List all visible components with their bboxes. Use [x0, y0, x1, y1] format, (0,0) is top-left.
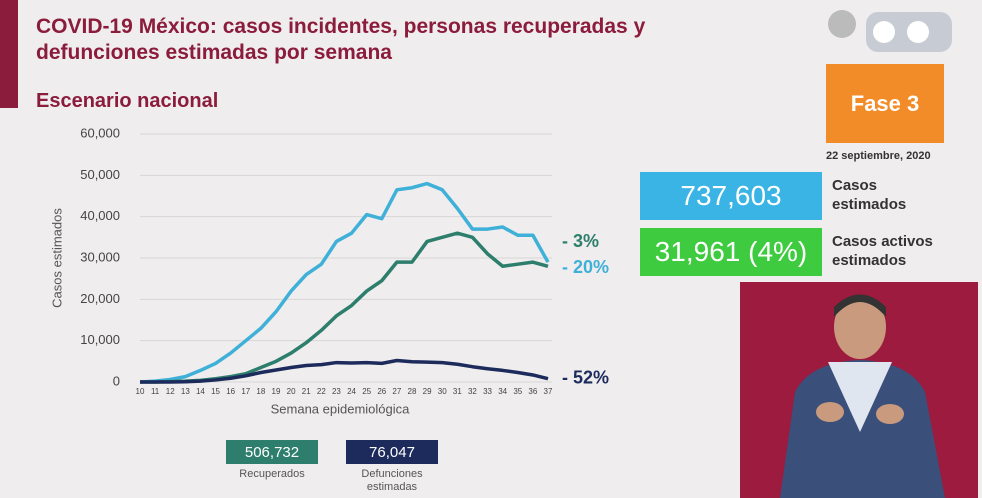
phase-badge: Fase 3: [826, 64, 944, 143]
x-tick-label: 33: [483, 387, 492, 396]
x-tick-label: 21: [302, 387, 311, 396]
x-tick-label: 22: [317, 387, 326, 396]
x-tick-label: 15: [211, 387, 220, 396]
x-tick-label: 19: [272, 387, 281, 396]
legend-value: 76,047: [346, 440, 438, 464]
x-tick-label: 34: [498, 387, 507, 396]
series-line: [140, 358, 549, 384]
stat-label: Casos activos estimados: [832, 233, 933, 269]
interpreter: [780, 294, 945, 498]
x-tick-label: 12: [166, 387, 175, 396]
legend-label: Recuperados: [239, 468, 305, 480]
y-tick-label: 40,000: [80, 208, 120, 223]
x-tick-label: 18: [256, 387, 265, 396]
logo: [826, 4, 956, 60]
x-tick-label: 32: [468, 387, 477, 396]
x-tick-label: 31: [453, 387, 462, 396]
series-line: [140, 231, 549, 384]
change-label: - 3%: [562, 231, 599, 251]
y-tick-label: 10,000: [80, 332, 120, 347]
x-tick-label: 35: [513, 387, 522, 396]
x-tick-label: 27: [392, 387, 401, 396]
subtitle: Escenario nacional: [36, 90, 219, 112]
x-tick-label: 14: [196, 387, 205, 396]
y-tick-label: 0: [113, 373, 120, 388]
video-feed: [740, 282, 978, 498]
x-tick-label: 37: [544, 387, 553, 396]
stat-label: Casos estimados: [832, 177, 907, 213]
title: COVID-19 México: casos incidentes, perso…: [36, 15, 646, 64]
series-line: [139, 181, 550, 384]
stat-value: 31,961 (4%): [640, 228, 822, 276]
y-tick-label: 60,000: [80, 125, 120, 140]
x-tick-label: 24: [347, 387, 356, 396]
y-tick-label: 30,000: [80, 249, 120, 264]
x-tick-label: 36: [528, 387, 537, 396]
x-tick-label: 20: [287, 387, 296, 396]
change-label: - 52%: [562, 367, 609, 387]
y-tick-label: 50,000: [80, 167, 120, 182]
legend-value: 506,732: [226, 440, 318, 464]
y-tick-label: 20,000: [80, 291, 120, 306]
x-tick-label: 29: [423, 387, 432, 396]
x-tick-label: 10: [136, 387, 145, 396]
date: 22 septiembre, 2020: [826, 150, 931, 162]
x-tick-label: 11: [151, 387, 160, 396]
stat-value: 737,603: [640, 172, 822, 220]
x-tick-label: 23: [332, 387, 341, 396]
x-tick-label: 16: [226, 387, 235, 396]
y-axis-label: Casos estimados: [49, 208, 64, 308]
x-tick-label: 13: [181, 387, 190, 396]
x-tick-label: 26: [377, 387, 386, 396]
x-tick-label: 25: [362, 387, 371, 396]
change-label: - 20%: [562, 257, 609, 277]
logo-mark: [828, 10, 952, 52]
x-tick-label: 28: [408, 387, 417, 396]
x-tick-label: 17: [241, 387, 250, 396]
legend-label: Defunciones estimadas: [361, 468, 423, 493]
x-axis-label: Semana epidemiológica: [271, 401, 411, 416]
x-tick-label: 30: [438, 387, 447, 396]
side-bar: [0, 0, 18, 108]
